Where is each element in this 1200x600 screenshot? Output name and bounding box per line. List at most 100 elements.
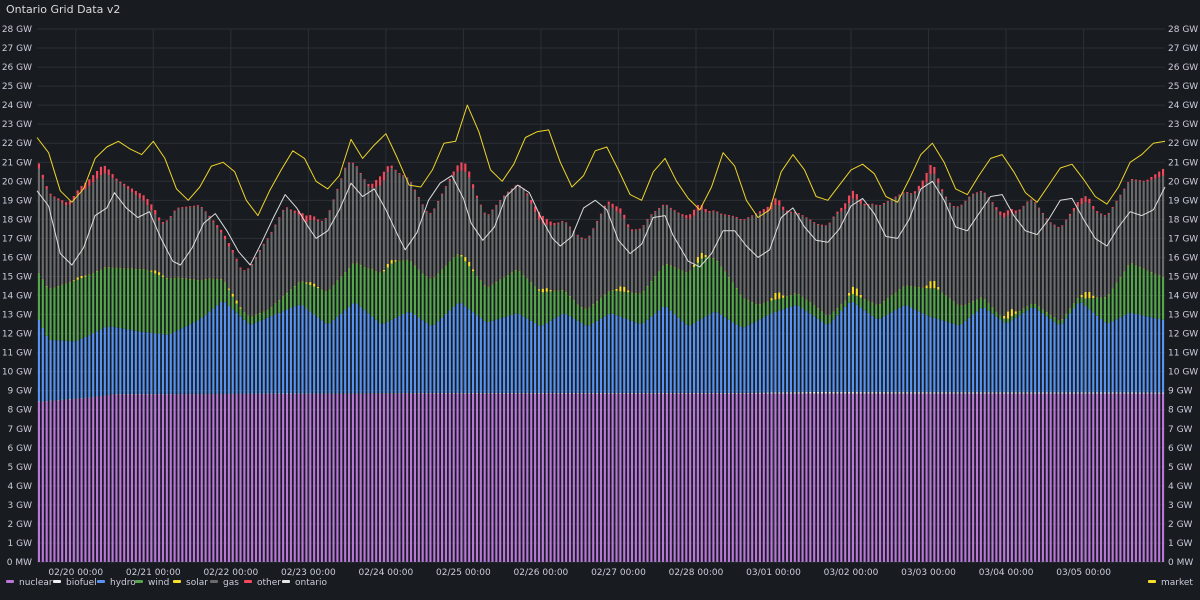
- bar-gas: [948, 203, 951, 299]
- bar-other: [1142, 180, 1145, 182]
- legend-item-nuclear[interactable]: nuclear: [6, 578, 53, 588]
- bar-hydro: [154, 333, 157, 394]
- bar-wind: [115, 268, 118, 328]
- bar-nuclear: [475, 393, 479, 562]
- bar-other: [1010, 209, 1013, 213]
- bar-wind: [747, 300, 750, 326]
- bar-wind: [274, 303, 277, 315]
- bar-hydro: [553, 318, 556, 394]
- bar-nuclear: [173, 394, 176, 562]
- legend-item-gas[interactable]: gas: [210, 578, 239, 588]
- bar-gas: [452, 175, 455, 258]
- y-tick-label: 17 GW: [2, 234, 32, 244]
- legend-item-ontario[interactable]: ontario: [282, 578, 327, 588]
- bar-biofuel: [658, 392, 661, 394]
- bar-hydro: [913, 309, 917, 393]
- legend-item-biofuel[interactable]: biofuel: [53, 578, 97, 588]
- bar-wind: [758, 304, 761, 320]
- bar-gas: [696, 210, 699, 258]
- bar-wind: [437, 273, 440, 322]
- x-tick-label: 02/21 00:00: [126, 568, 181, 578]
- bar-gas: [530, 203, 533, 283]
- bar-hydro: [1096, 315, 1099, 393]
- bar-gas: [181, 208, 184, 279]
- bar-nuclear: [111, 394, 114, 562]
- bar-hydro: [1088, 309, 1091, 393]
- bar-wind: [770, 300, 773, 314]
- legend-item-solar[interactable]: solar: [173, 578, 208, 588]
- bar-nuclear: [828, 393, 831, 562]
- bar-hydro: [1041, 313, 1044, 393]
- bar-hydro: [76, 340, 79, 399]
- y-tick-label: 4 GW: [8, 482, 33, 492]
- bar-solar: [316, 286, 320, 289]
- bar-gas: [770, 209, 773, 299]
- bar-hydro: [751, 323, 754, 393]
- bar-gas: [1053, 225, 1056, 318]
- bar-wind: [902, 287, 905, 306]
- bar-gas: [592, 229, 595, 305]
- bar-other: [789, 211, 792, 213]
- bar-nuclear: [386, 393, 389, 562]
- y-tick-label-right: 13 GW: [1168, 311, 1198, 321]
- bar-gas: [1142, 181, 1145, 269]
- bar-other: [309, 215, 312, 221]
- bar-other: [92, 175, 95, 183]
- bar-wind: [596, 301, 599, 321]
- bar-hydro: [859, 307, 862, 393]
- bar-other: [429, 212, 432, 214]
- bar-wind: [1045, 312, 1048, 317]
- bar-other: [351, 162, 354, 164]
- legend-item-wind[interactable]: wind: [135, 578, 169, 588]
- bar-nuclear: [320, 393, 323, 562]
- bar-gas: [367, 186, 370, 269]
- bar-nuclear: [254, 394, 258, 562]
- bar-gas: [549, 225, 552, 290]
- bar-biofuel: [1138, 392, 1141, 394]
- bar-biofuel: [537, 393, 541, 394]
- legend-item-hydro[interactable]: hydro: [97, 578, 136, 588]
- legend-item-other[interactable]: other: [244, 578, 281, 588]
- bar-wind: [111, 267, 114, 327]
- bar-nuclear: [80, 398, 83, 562]
- bar-gas: [929, 174, 932, 282]
- bar-wind: [475, 276, 479, 316]
- bar-hydro: [375, 319, 378, 394]
- bar-gas: [382, 180, 385, 270]
- bar-wind: [344, 272, 347, 311]
- bar-gas: [1041, 213, 1044, 310]
- x-axis: 02/20 00:00 02/21 00:00 02/22 00:00 02/23 0…: [48, 568, 1111, 578]
- bar-other: [266, 238, 269, 240]
- bar-biofuel: [611, 393, 614, 394]
- bar-wind: [813, 305, 816, 317]
- bar-nuclear: [902, 393, 905, 562]
- bar-hydro: [615, 315, 618, 393]
- bar-nuclear: [227, 394, 230, 562]
- bar-nuclear: [975, 393, 979, 562]
- bar-nuclear: [165, 394, 168, 562]
- bar-hydro: [809, 313, 812, 393]
- bar-nuclear: [561, 393, 564, 562]
- bar-other: [879, 205, 882, 207]
- bar-hydro: [406, 312, 409, 394]
- bar-hydro: [285, 309, 289, 394]
- bar-biofuel: [692, 392, 696, 394]
- bar-nuclear: [212, 394, 215, 562]
- bar-solar: [541, 288, 544, 293]
- bar-nuclear: [460, 393, 463, 562]
- bar-nuclear: [968, 393, 971, 562]
- bar-gas: [890, 199, 893, 296]
- x-tick-label: 03/02 00:00: [824, 568, 879, 578]
- bar-nuclear: [1037, 393, 1041, 562]
- bar-nuclear: [84, 398, 87, 562]
- bar-hydro: [619, 316, 622, 393]
- bar-other: [917, 185, 920, 191]
- bar-biofuel: [975, 392, 979, 394]
- bar-hydro: [425, 322, 428, 394]
- legend-item-market[interactable]: market: [1148, 578, 1193, 588]
- bar-wind: [1138, 267, 1141, 315]
- bar-nuclear: [557, 393, 560, 562]
- bar-gas: [1068, 215, 1072, 309]
- panel-title[interactable]: Ontario Grid Data v2: [6, 3, 121, 16]
- legend-swatch: [244, 580, 252, 583]
